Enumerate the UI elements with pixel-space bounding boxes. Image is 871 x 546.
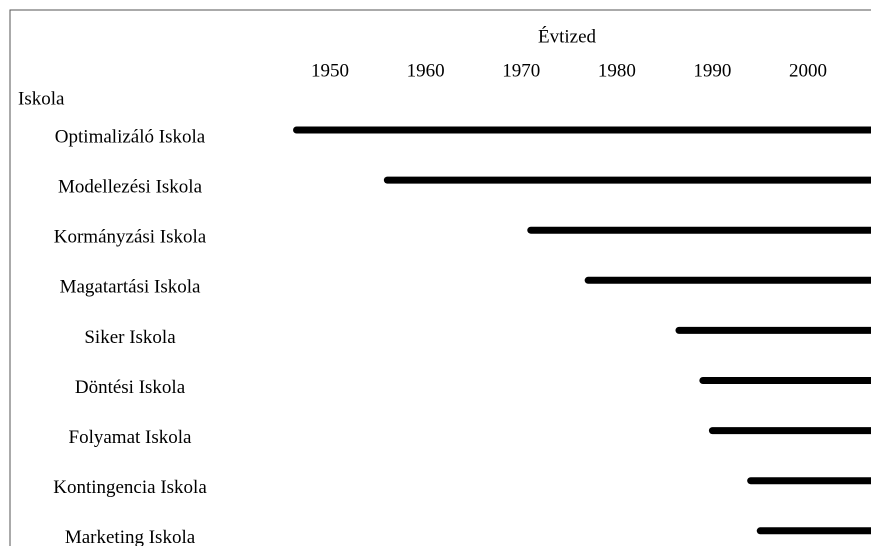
y-tick-label: Kontingencia Iskola (53, 477, 207, 498)
y-tick-label: Modellezési Iskola (58, 176, 203, 197)
x-tick-label: 2000 (789, 60, 827, 81)
y-tick-label: Döntési Iskola (75, 377, 186, 398)
y-tick-label: Siker Iskola (84, 327, 176, 348)
x-tick-label: 1980 (598, 60, 636, 81)
y-tick-label: Marketing Iskola (65, 527, 196, 546)
y-tick-label: Folyamat Iskola (69, 427, 193, 448)
frame (9, 9, 871, 546)
x-tick-label: 1990 (693, 60, 731, 81)
x-tick-label: 1970 (502, 60, 540, 81)
y-tick-label: Magatartási Iskola (60, 277, 201, 298)
x-axis-label: Évtized (538, 25, 597, 47)
x-tick-label: 1960 (407, 60, 445, 81)
x-tick-label: 1950 (311, 60, 349, 81)
y-tick-label: Optimalizáló Iskola (55, 126, 206, 147)
y-tick-label: Kormányzási Iskola (54, 227, 207, 248)
y-axis-label: Iskola (18, 88, 65, 109)
